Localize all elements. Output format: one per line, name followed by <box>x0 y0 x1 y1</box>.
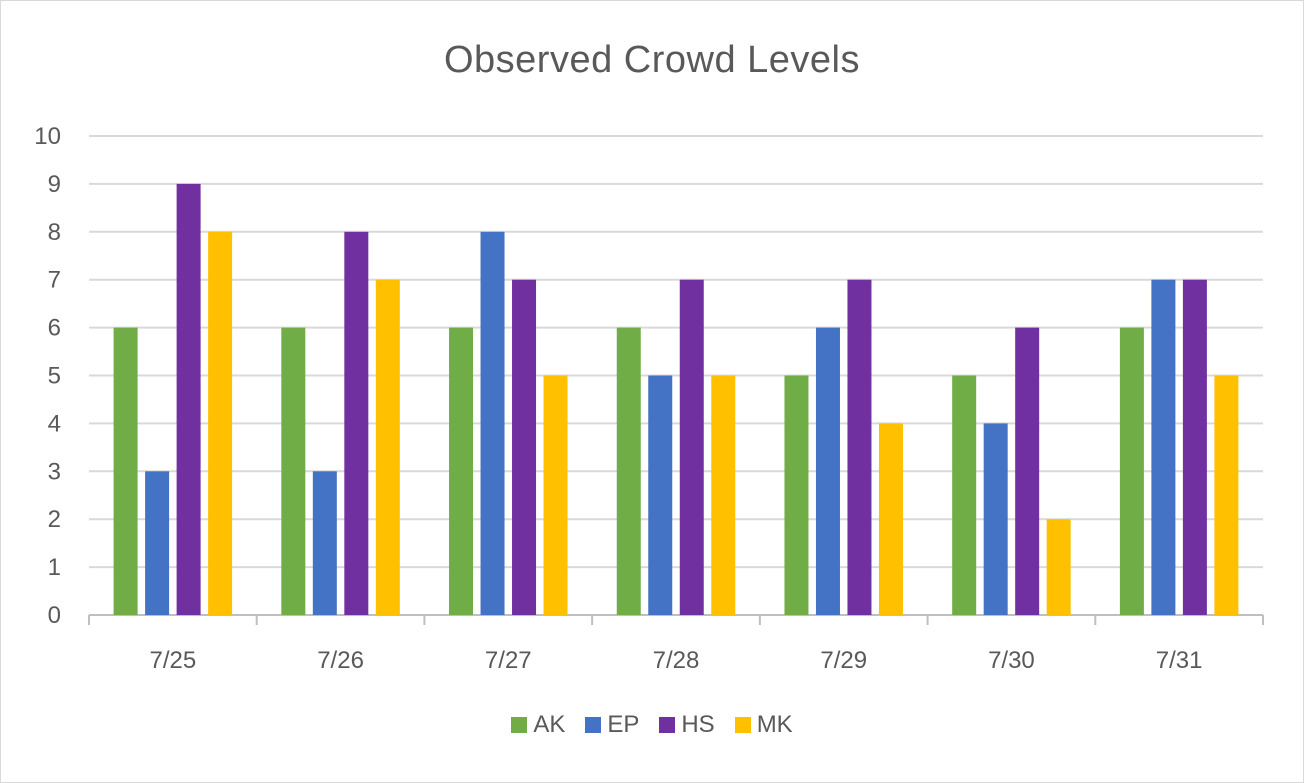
bar-ep <box>145 471 170 615</box>
legend-swatch <box>659 717 676 733</box>
y-tick-labels: 0 1 2 3 4 5 6 7 8 9 10 <box>34 123 61 629</box>
x-tick-label: 7/28 <box>653 647 700 674</box>
y-tick-label: 2 <box>48 506 61 533</box>
y-tick-label: 1 <box>48 554 61 581</box>
bar-mk <box>208 231 233 616</box>
y-tick-label: 5 <box>48 363 61 390</box>
bar-hs <box>176 183 201 615</box>
y-tick-label: 7 <box>48 267 61 294</box>
bar-mk <box>543 375 568 615</box>
y-tick-label: 6 <box>48 315 61 342</box>
bar-ak <box>1119 327 1144 615</box>
bar-ep <box>648 375 673 615</box>
gridlines <box>89 135 1263 569</box>
y-tick-label: 0 <box>48 602 61 629</box>
bars <box>113 183 1239 616</box>
bar-ak <box>113 327 138 615</box>
bar-mk <box>1046 519 1071 615</box>
x-tick-label: 7/31 <box>1156 647 1203 674</box>
legend-label: EP <box>607 711 640 738</box>
legend-swatch <box>734 717 751 733</box>
legend-swatch <box>585 717 602 733</box>
legend: AK EP HS MK <box>1 711 1303 739</box>
bar-ak <box>784 375 809 615</box>
bar-hs <box>847 279 872 615</box>
y-tick-label: 3 <box>48 458 61 485</box>
bar-ep <box>480 231 505 616</box>
bar-hs <box>679 279 704 615</box>
y-tick-label: 9 <box>48 171 61 198</box>
bar-mk <box>878 423 903 615</box>
x-tick-label: 7/25 <box>149 647 196 674</box>
y-tick-label: 8 <box>48 219 61 246</box>
x-tick-label: 7/27 <box>485 647 532 674</box>
bar-ak <box>449 327 474 615</box>
x-tick-label: 7/26 <box>317 647 364 674</box>
bar-ak <box>616 327 641 615</box>
bar-mk <box>1214 375 1239 615</box>
legend-label: HS <box>681 711 715 738</box>
bar-mk <box>711 375 736 615</box>
bar-hs <box>1182 279 1207 615</box>
bar-hs <box>344 231 369 616</box>
bar-hs <box>512 279 537 615</box>
bar-ep <box>1151 279 1176 615</box>
x-tick-label: 7/29 <box>820 647 867 674</box>
x-axis <box>88 614 1264 625</box>
chart-title: Observed Crowd Levels <box>443 39 860 81</box>
bar-ep <box>815 327 840 615</box>
x-tick-label: 7/30 <box>988 647 1035 674</box>
bar-ak <box>952 375 977 615</box>
legend-item: HS <box>659 711 715 739</box>
bar-ak <box>281 327 306 615</box>
bar-hs <box>1015 327 1040 615</box>
legend-swatch <box>511 717 528 733</box>
x-tick-labels: 7/25 7/26 7/27 7/28 7/29 7/30 7/31 <box>149 647 1202 674</box>
bar-ep <box>312 471 337 615</box>
legend-item: AK <box>511 711 565 739</box>
legend-label: MK <box>756 711 793 738</box>
legend-label: AK <box>533 711 566 738</box>
bar-ep <box>983 423 1008 615</box>
bar-mk <box>375 279 400 615</box>
legend-item: MK <box>734 711 793 739</box>
y-tick-label: 4 <box>48 410 61 437</box>
y-tick-label: 10 <box>34 123 61 150</box>
legend-item: EP <box>585 711 639 739</box>
